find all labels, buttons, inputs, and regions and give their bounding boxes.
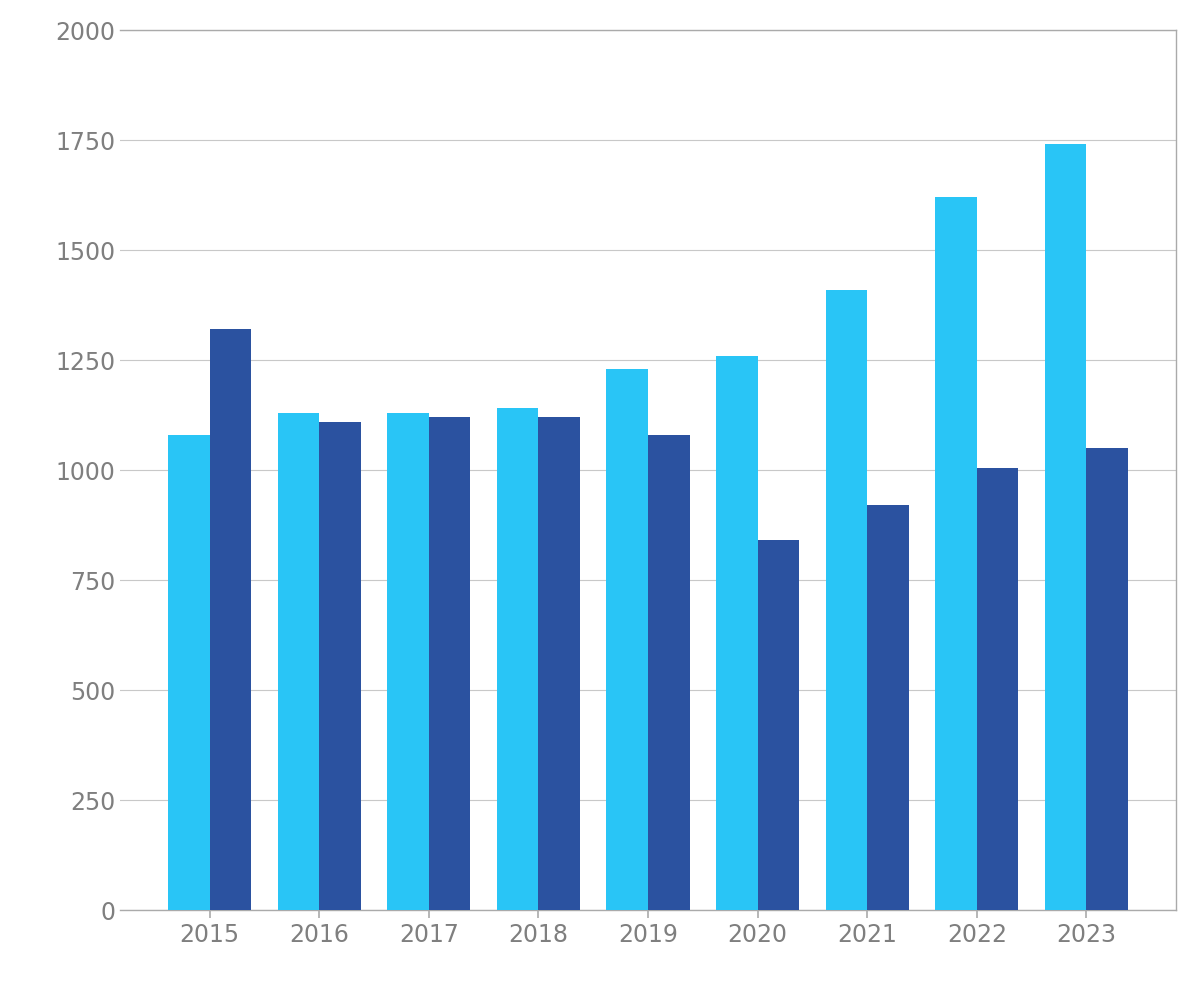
Bar (606, 369, 648, 910)
Bar (168, 435, 210, 910)
Bar (210, 329, 251, 910)
Bar (826, 290, 868, 910)
Bar (868, 505, 908, 910)
Bar (539, 417, 580, 910)
Bar (1045, 144, 1086, 910)
Bar (977, 468, 1019, 910)
Bar (757, 540, 799, 910)
Bar (428, 417, 470, 910)
Bar (388, 413, 428, 910)
Bar (277, 413, 319, 910)
Bar (319, 422, 361, 910)
Bar (935, 197, 977, 910)
Bar (497, 408, 539, 910)
Bar (648, 435, 690, 910)
Bar (1086, 448, 1128, 910)
Bar (716, 356, 757, 910)
